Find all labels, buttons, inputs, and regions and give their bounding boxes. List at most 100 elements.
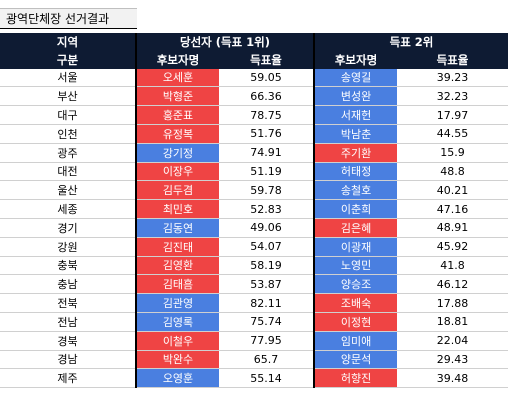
runner-name-cell[interactable]: 노영민 xyxy=(314,256,398,276)
runner-rate-cell[interactable]: 46.12 xyxy=(397,274,509,295)
region-cell[interactable]: 경북 xyxy=(0,331,136,351)
winner-rate-cell[interactable]: 59.05 xyxy=(219,68,316,88)
runner-name-cell[interactable]: 변성완 xyxy=(314,86,398,107)
winner-name-cell[interactable]: 김관영 xyxy=(135,293,219,313)
winner-name-cell[interactable]: 김영록 xyxy=(135,312,219,332)
runner-rate-cell[interactable]: 47.16 xyxy=(397,199,509,219)
runner-rate-cell[interactable]: 48.8 xyxy=(397,162,509,182)
runner-name-cell[interactable]: 이춘희 xyxy=(314,199,398,219)
runner-name-cell[interactable]: 이정현 xyxy=(314,312,398,332)
region-cell[interactable]: 경기 xyxy=(0,218,136,238)
winner-rate-cell[interactable]: 82.11 xyxy=(219,293,316,313)
winner-rate-cell[interactable]: 54.07 xyxy=(219,237,316,257)
region-cell[interactable]: 강원 xyxy=(0,237,136,257)
region-cell[interactable]: 세종 xyxy=(0,199,136,219)
table-row: 전북 김관영 82.11 조배숙 17.88 xyxy=(0,293,509,313)
header-runner-rate[interactable]: 득표율 xyxy=(397,50,509,69)
winner-name-cell[interactable]: 박완수 xyxy=(135,350,219,370)
runner-name-cell[interactable]: 양승조 xyxy=(314,274,398,295)
region-cell[interactable]: 전남 xyxy=(0,312,136,332)
runner-rate-cell[interactable]: 39.48 xyxy=(397,368,509,389)
winner-rate-cell[interactable]: 66.36 xyxy=(219,86,316,107)
winner-name-cell[interactable]: 이장우 xyxy=(135,162,219,182)
runner-rate-cell[interactable]: 17.88 xyxy=(397,293,509,313)
region-cell[interactable]: 경남 xyxy=(0,350,136,370)
region-cell[interactable]: 제주 xyxy=(0,368,136,389)
winner-rate-cell[interactable]: 49.06 xyxy=(219,218,316,238)
header-runner-group[interactable]: 득표 2위 xyxy=(314,33,509,51)
header-winner-candidate[interactable]: 후보자명 xyxy=(135,50,219,69)
runner-name-cell[interactable]: 양문석 xyxy=(314,350,398,370)
runner-rate-cell[interactable]: 44.55 xyxy=(397,124,509,144)
winner-name-cell[interactable]: 유정복 xyxy=(135,124,219,144)
runner-name-cell[interactable]: 임미애 xyxy=(314,331,398,351)
runner-name-cell[interactable]: 서재헌 xyxy=(314,105,398,125)
winner-rate-cell[interactable]: 58.19 xyxy=(219,256,316,276)
winner-name-cell[interactable]: 강기정 xyxy=(135,143,219,163)
runner-name-cell[interactable]: 송철호 xyxy=(314,180,398,201)
header-winner-rate[interactable]: 득표율 xyxy=(219,50,316,69)
table-row: 충북 김영환 58.19 노영민 41.8 xyxy=(0,256,509,276)
winner-name-cell[interactable]: 김영환 xyxy=(135,256,219,276)
winner-rate-cell[interactable]: 53.87 xyxy=(219,274,316,295)
runner-name-cell[interactable]: 박남춘 xyxy=(314,124,398,144)
header-winner-group[interactable]: 당선자 (득표 1위) xyxy=(134,33,316,51)
winner-name-cell[interactable]: 김동연 xyxy=(135,218,219,238)
region-cell[interactable]: 울산 xyxy=(0,180,136,201)
winner-rate-cell[interactable]: 51.19 xyxy=(219,162,316,182)
header-group[interactable]: 구분 xyxy=(0,50,136,69)
region-cell[interactable]: 서울 xyxy=(0,68,136,88)
runner-rate-cell[interactable]: 48.91 xyxy=(397,218,509,238)
runner-rate-cell[interactable]: 17.97 xyxy=(397,105,509,125)
region-cell[interactable]: 대전 xyxy=(0,162,136,182)
runner-rate-cell[interactable]: 39.23 xyxy=(397,68,509,88)
region-cell[interactable]: 전북 xyxy=(0,293,136,313)
region-cell[interactable]: 인천 xyxy=(0,124,136,144)
header-runner-candidate[interactable]: 후보자명 xyxy=(314,50,398,69)
table-row: 경기 김동연 49.06 김은혜 48.91 xyxy=(0,218,509,238)
winner-name-cell[interactable]: 김태흠 xyxy=(135,274,219,295)
winner-rate-cell[interactable]: 77.95 xyxy=(219,331,316,351)
winner-rate-cell[interactable]: 51.76 xyxy=(219,124,316,144)
region-cell[interactable]: 충남 xyxy=(0,274,136,295)
winner-name-cell[interactable]: 김진태 xyxy=(135,237,219,257)
winner-rate-cell[interactable]: 75.74 xyxy=(219,312,316,332)
winner-rate-cell[interactable]: 74.91 xyxy=(219,143,316,163)
runner-rate-cell[interactable]: 41.8 xyxy=(397,256,509,276)
results-table: 지역 당선자 (득표 1위) 득표 2위 구분 후보자명 득표율 후보자명 득표… xyxy=(0,33,509,389)
runner-rate-cell[interactable]: 29.43 xyxy=(397,350,509,370)
header-region[interactable]: 지역 xyxy=(0,33,136,51)
runner-name-cell[interactable]: 허태정 xyxy=(314,162,398,182)
winner-rate-cell[interactable]: 52.83 xyxy=(219,199,316,219)
runner-rate-cell[interactable]: 15.9 xyxy=(397,143,509,163)
table-row: 전남 김영록 75.74 이정현 18.81 xyxy=(0,312,509,332)
runner-rate-cell[interactable]: 45.92 xyxy=(397,237,509,257)
runner-name-cell[interactable]: 주기환 xyxy=(314,143,398,163)
winner-name-cell[interactable]: 최민호 xyxy=(135,199,219,219)
runner-rate-cell[interactable]: 40.21 xyxy=(397,180,509,201)
sheet-title[interactable]: 광역단체장 선거결과 xyxy=(0,8,137,29)
runner-name-cell[interactable]: 김은혜 xyxy=(314,218,398,238)
table-row: 경남 박완수 65.7 양문석 29.43 xyxy=(0,350,509,370)
runner-name-cell[interactable]: 송영길 xyxy=(314,68,398,88)
winner-name-cell[interactable]: 오세훈 xyxy=(135,68,219,88)
winner-name-cell[interactable]: 김두겸 xyxy=(135,180,219,201)
region-cell[interactable]: 충북 xyxy=(0,256,136,276)
winner-rate-cell[interactable]: 55.14 xyxy=(219,368,316,389)
runner-rate-cell[interactable]: 18.81 xyxy=(397,312,509,332)
runner-rate-cell[interactable]: 32.23 xyxy=(397,86,509,107)
runner-name-cell[interactable]: 이광재 xyxy=(314,237,398,257)
winner-name-cell[interactable]: 오영훈 xyxy=(135,368,219,389)
winner-rate-cell[interactable]: 78.75 xyxy=(219,105,316,125)
region-cell[interactable]: 광주 xyxy=(0,143,136,163)
runner-rate-cell[interactable]: 22.04 xyxy=(397,331,509,351)
runner-name-cell[interactable]: 허향진 xyxy=(314,368,398,389)
runner-name-cell[interactable]: 조배숙 xyxy=(314,293,398,313)
winner-name-cell[interactable]: 이철우 xyxy=(135,331,219,351)
winner-rate-cell[interactable]: 65.7 xyxy=(219,350,316,370)
region-cell[interactable]: 부산 xyxy=(0,86,136,107)
winner-rate-cell[interactable]: 59.78 xyxy=(219,180,316,201)
winner-name-cell[interactable]: 홍준표 xyxy=(135,105,219,125)
region-cell[interactable]: 대구 xyxy=(0,105,136,125)
winner-name-cell[interactable]: 박형준 xyxy=(135,86,219,107)
